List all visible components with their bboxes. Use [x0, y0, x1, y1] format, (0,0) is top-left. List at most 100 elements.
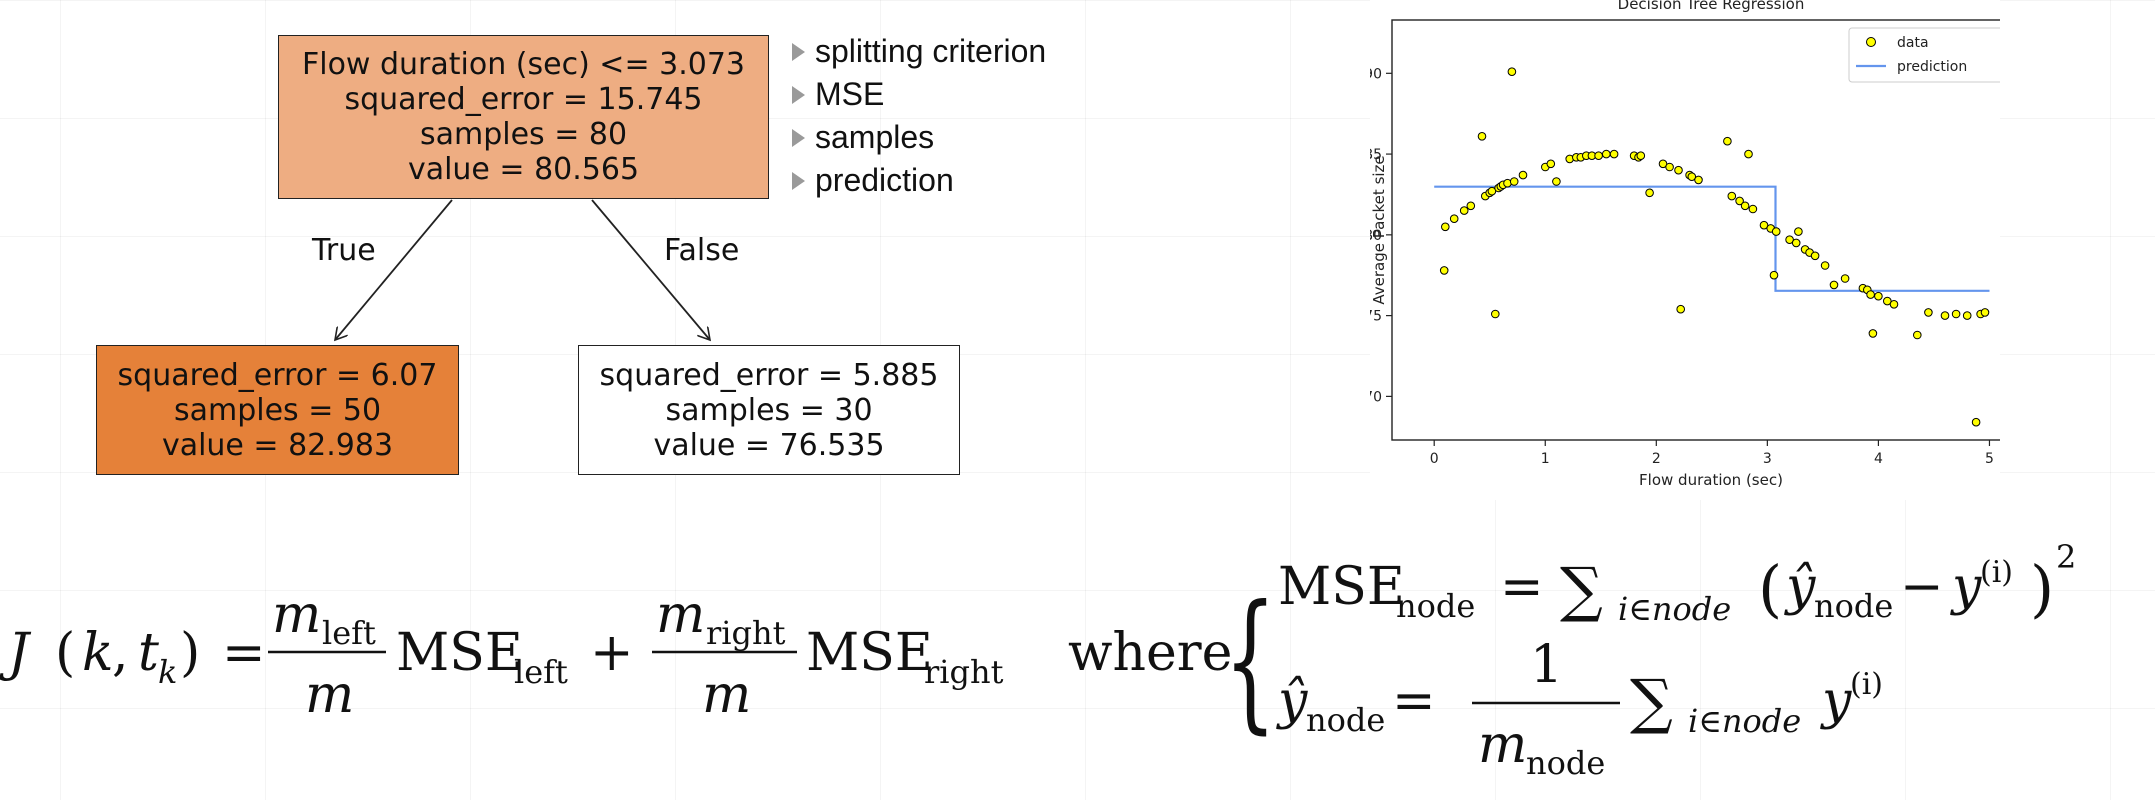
data-point — [1971, 417, 1981, 427]
data-point — [1491, 309, 1500, 319]
node-field-legend: splitting criterion MSE samples predicti… — [792, 30, 1046, 202]
formula-y-hat-2-subscript: node — [1306, 701, 1385, 739]
data-point — [1791, 238, 1801, 248]
x-tick-label: 4 — [1874, 451, 1883, 467]
formula-mse-right-subscript: right — [924, 653, 1004, 691]
formula-y-1-superscript: (i) — [1980, 555, 2013, 590]
chart-marks — [1434, 67, 1990, 427]
formula-equals: = — [222, 623, 266, 683]
data-point — [1687, 172, 1697, 181]
data-point — [1645, 188, 1654, 198]
formula-t: t — [138, 623, 159, 683]
formula-mse-node: MSE — [1278, 557, 1405, 617]
formula-mse-node-subscript: node — [1396, 587, 1475, 625]
x-tick-label: 1 — [1541, 451, 1550, 467]
right-value: value = 76.535 — [653, 427, 885, 463]
data-point — [1441, 222, 1450, 232]
regression-chart: Decision Tree Regression 0 1 2 3 4 5 70 75 80 85 9… — [1370, 0, 2000, 500]
data-point — [1609, 149, 1619, 159]
data-point — [1820, 261, 1830, 270]
formula-m-right: m — [656, 585, 705, 645]
y-axis-label: Average Packet size — [1370, 155, 1388, 304]
legend-row-splitting-criterion: splitting criterion — [792, 30, 1046, 73]
triangle-bullet-icon — [792, 42, 805, 61]
formula-comma: , — [112, 623, 129, 683]
formula-m-right-subscript: right — [706, 614, 786, 652]
data-point — [1518, 170, 1528, 180]
formula-y-hat-2: ŷ — [1276, 671, 1308, 731]
data-point — [1794, 227, 1803, 236]
chart-title: Decision Tree Regression — [1618, 0, 1805, 13]
formula-equals-1: = — [1500, 557, 1544, 617]
formula-t-subscript: k — [158, 653, 177, 691]
formula-m-left: m — [272, 585, 321, 645]
legend-row-samples: samples — [792, 116, 1046, 159]
legend-label: prediction — [815, 162, 954, 198]
formula-y-2-superscript: (i) — [1850, 667, 1883, 702]
formula-y-hat-1: ŷ — [1784, 557, 1816, 617]
x-tick-label: 5 — [1985, 451, 1994, 467]
false-edge-label: False — [664, 233, 740, 268]
data-point — [1507, 67, 1517, 76]
formula-mse-left: MSE — [396, 623, 523, 683]
x-axis-label: Flow duration (sec) — [1639, 471, 1783, 489]
data-point — [1940, 311, 1950, 320]
y-tick-label: 75 — [1370, 309, 1382, 325]
data-point — [1924, 308, 1933, 317]
root-value: value = 80.565 — [407, 152, 640, 187]
formula-k: k — [82, 623, 114, 683]
formula-mse-left-subscript: left — [514, 653, 568, 691]
tree-right-leaf: squared_error = 5.885 samples = 30 value… — [578, 345, 960, 475]
data-point — [1744, 149, 1753, 159]
left-squared-error: squared_error = 6.07 — [117, 357, 438, 393]
formula-plus: + — [590, 623, 634, 683]
y-tick-label: 90 — [1370, 66, 1382, 82]
data-point — [1883, 296, 1892, 306]
data-point — [1449, 214, 1459, 223]
formula-m-left-subscript: left — [322, 614, 376, 652]
legend-row-mse: MSE — [792, 73, 1046, 116]
chart-background — [1370, 0, 2000, 500]
data-point — [1459, 206, 1469, 215]
formula-m-denominator-right: m — [702, 665, 751, 725]
data-point — [1810, 251, 1820, 261]
y-tick-label: 80 — [1370, 228, 1382, 244]
formula-m-denominator-left: m — [305, 665, 354, 725]
tree-left-leaf: squared_error = 6.07 samples = 50 value … — [96, 345, 459, 475]
legend-data-label: data — [1897, 35, 1929, 51]
formula-where: where — [1068, 623, 1232, 683]
data-point — [1889, 300, 1899, 309]
true-edge-label: True — [312, 233, 376, 268]
formula-square: 2 — [2056, 538, 2076, 576]
data-point — [1769, 270, 1779, 280]
chart-axes: 0 1 2 3 4 5 70 75 80 85 90 — [1370, 66, 1994, 467]
y-tick-label: 85 — [1370, 147, 1382, 163]
plot-frame — [1391, 19, 2000, 441]
formula-equals-2: = — [1392, 671, 1436, 731]
formula-y-1: y — [1950, 557, 1982, 617]
data-point — [1735, 196, 1744, 206]
data-point — [1868, 329, 1878, 338]
left-samples: samples = 50 — [173, 392, 382, 428]
formula-one: 1 — [1530, 635, 1563, 695]
formula-paren-open: ( — [1758, 552, 1782, 625]
data-point — [1674, 165, 1683, 175]
data-point — [1552, 177, 1561, 186]
tree-root-node: Flow duration (sec) <= 3.073 squared_err… — [278, 35, 769, 199]
legend-row-prediction: prediction — [792, 159, 1046, 202]
data-point — [1759, 220, 1769, 230]
triangle-bullet-icon — [792, 171, 805, 190]
formula-m-node-subscript: node — [1526, 744, 1605, 782]
right-squared-error: squared_error = 5.885 — [599, 357, 939, 393]
x-tick-label: 0 — [1430, 451, 1439, 467]
data-point — [1866, 290, 1875, 299]
formula-brace: { — [1224, 573, 1276, 748]
formula-sum-2: ∑ — [1630, 667, 1673, 737]
formula-m-node: m — [1478, 715, 1527, 775]
data-point — [1509, 177, 1519, 186]
chart-legend: data prediction — [1848, 27, 2000, 83]
formula-sum-1: ∑ — [1560, 555, 1603, 625]
prediction-step-line — [1434, 185, 1990, 292]
data-point — [1439, 266, 1449, 275]
data-point — [1980, 308, 1990, 317]
